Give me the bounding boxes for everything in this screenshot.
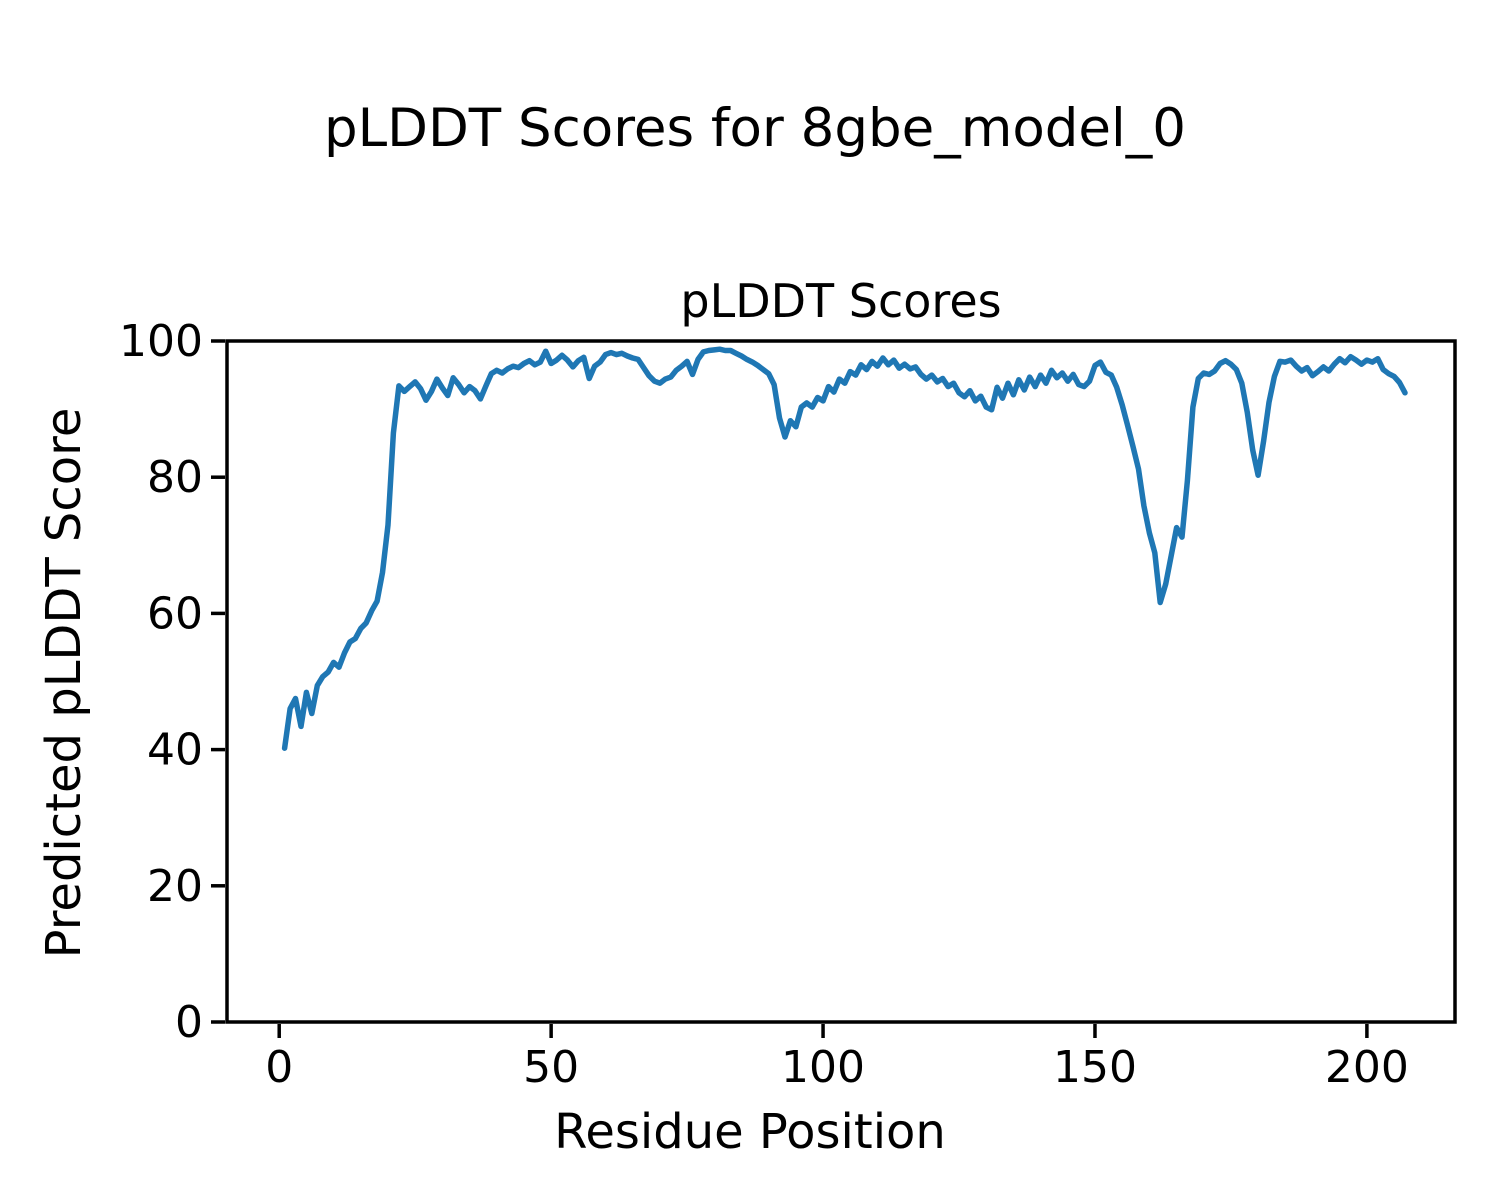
y-tick-label: 40 bbox=[147, 725, 203, 776]
plddt-score-line bbox=[281, 346, 1408, 751]
y-tick-label: 20 bbox=[147, 861, 203, 912]
plot-area bbox=[225, 339, 1457, 1024]
x-tick-label: 50 bbox=[523, 1042, 579, 1093]
figure-title: pLDDT Scores for 8gbe_model_0 bbox=[324, 98, 1186, 159]
x-tick-label: 200 bbox=[1325, 1042, 1409, 1093]
y-tick-label: 60 bbox=[147, 588, 203, 639]
x-axis-ticks: 0 50 100 150 200 bbox=[265, 1024, 1409, 1093]
x-tick-label: 100 bbox=[781, 1042, 865, 1093]
x-tick-label: 150 bbox=[1053, 1042, 1137, 1093]
y-tick-label: 100 bbox=[119, 316, 203, 367]
y-tick-label: 0 bbox=[175, 997, 203, 1048]
y-tick-label: 80 bbox=[147, 452, 203, 503]
axes-title: pLDDT Scores bbox=[680, 274, 1001, 328]
x-axis-label: Residue Position bbox=[554, 1104, 946, 1160]
y-axis-ticks: 0 20 40 60 80 100 bbox=[119, 316, 225, 1048]
x-tick-label: 0 bbox=[265, 1042, 293, 1093]
y-axis-label: Predicted pLDDT Score bbox=[36, 408, 92, 959]
